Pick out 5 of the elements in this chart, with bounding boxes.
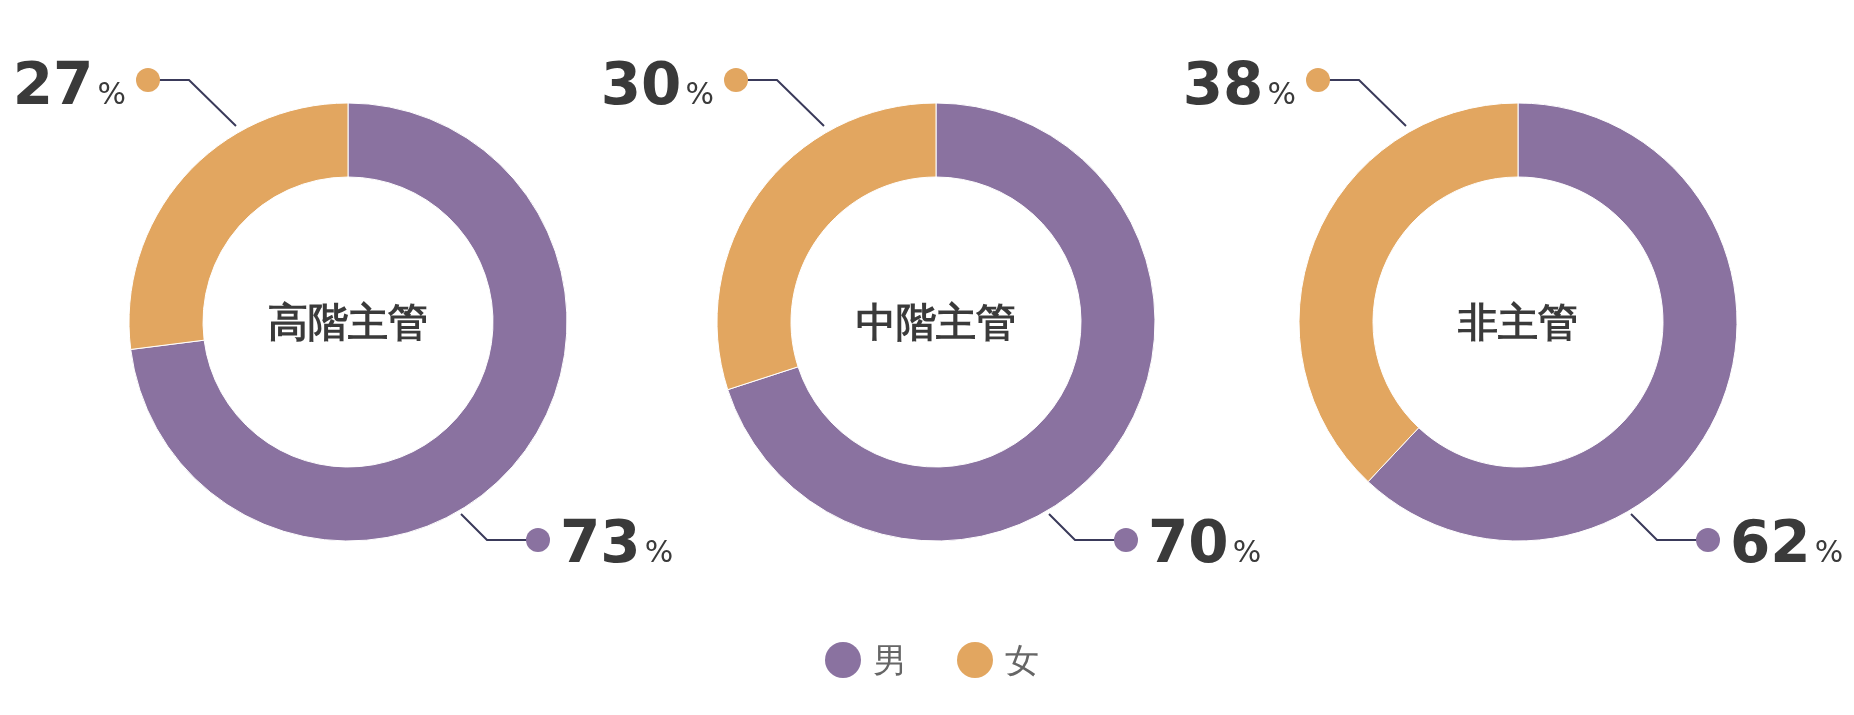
text: 中階主管 bbox=[856, 299, 1016, 345]
legend-label: 女 bbox=[1005, 640, 1039, 680]
text: 非主管 bbox=[1457, 299, 1578, 345]
text: 高階主管 bbox=[268, 299, 428, 345]
legend-label: 男 bbox=[873, 640, 907, 680]
